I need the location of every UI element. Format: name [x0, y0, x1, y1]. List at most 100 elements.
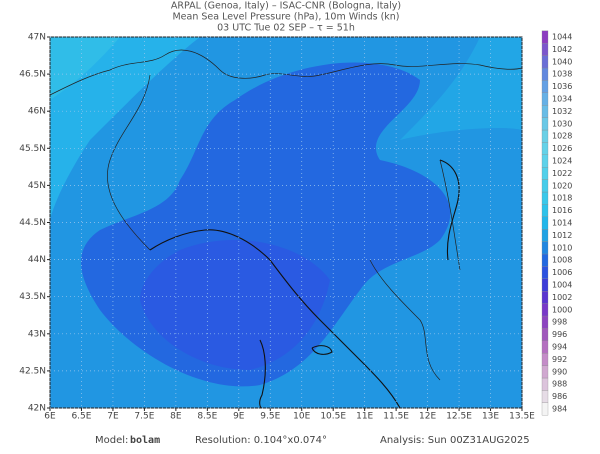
colorbar-label: 984	[552, 405, 567, 414]
colorbar-swatch	[541, 117, 549, 131]
colorbar-label: 988	[552, 380, 567, 389]
header-line: 03 UTC Tue 02 SEP – τ = 51h	[217, 23, 355, 34]
colorbar-swatch	[541, 80, 549, 93]
lon-tick-label: 11.5E	[383, 412, 409, 422]
colorbar-swatch	[541, 365, 549, 379]
colorbar-swatch	[541, 129, 549, 143]
lon-tick-label: 12E	[419, 412, 436, 422]
lat-tick-label: 42N	[28, 404, 46, 414]
footer-model: bolam	[130, 435, 160, 446]
colorbar-label: 1000	[552, 305, 572, 314]
lon-tick-label: 6.5E	[71, 412, 91, 422]
colorbar-label: 1036	[552, 82, 572, 91]
lat-tick-label: 44N	[28, 255, 46, 265]
header-line: ARPAL (Genoa, Italy) – ISAC-CNR (Bologna…	[171, 1, 401, 12]
colorbar-label: 1034	[552, 95, 572, 104]
lon-tick-label: 6E	[44, 412, 56, 422]
lat-tick-label: 45N	[28, 181, 46, 191]
colorbar-swatch	[541, 303, 549, 317]
pressure-field	[50, 37, 200, 220]
colorbar-label: 1022	[552, 169, 572, 178]
lon-tick-label: 7E	[107, 412, 119, 422]
colorbar-label: 1018	[552, 194, 572, 203]
lon-tick-label: 11E	[356, 412, 373, 422]
colorbar: 984 986 988 990 992 994 996 998 1000 1002 1004 1006…	[541, 30, 572, 416]
colorbar-swatch	[541, 266, 549, 279]
colorbar-swatch	[541, 105, 549, 118]
lat-tick-label: 46N	[28, 107, 46, 117]
lon-tick-label: 8E	[170, 412, 182, 422]
lon-tick-label: 7.5E	[134, 412, 154, 422]
colorbar-swatch	[541, 291, 549, 304]
colorbar-swatch	[541, 377, 549, 391]
colorbar-swatch	[541, 154, 549, 168]
colorbar-swatch	[541, 402, 549, 416]
colorbar-label: 1012	[552, 231, 572, 240]
colorbar-label: 1006	[552, 268, 572, 277]
colorbar-swatch	[541, 92, 549, 106]
lat-tick-label: 45.5N	[19, 144, 46, 154]
lon-tick-label: 13.5E	[509, 412, 535, 422]
colorbar-label: 1030	[552, 119, 572, 128]
colorbar-swatch	[541, 353, 549, 366]
colorbar-swatch	[541, 43, 549, 56]
colorbar-swatch	[541, 67, 549, 81]
colorbar-label: 1008	[552, 256, 572, 265]
lat-tick-label: 42.5N	[19, 366, 46, 376]
colorbar-swatch	[541, 315, 549, 329]
footer-resolution: Resolution: 0.104°x0.074°	[195, 435, 327, 446]
colorbar-swatch	[541, 216, 549, 230]
colorbar-label: 1020	[552, 181, 572, 190]
lon-tick-label: 9E	[233, 412, 245, 422]
lon-tick-label: 8.5E	[197, 412, 217, 422]
colorbar-swatch	[541, 229, 549, 242]
colorbar-label: 986	[552, 392, 567, 401]
colorbar-label: 992	[552, 355, 567, 364]
colorbar-label: 1042	[552, 45, 572, 54]
colorbar-label: 1032	[552, 107, 572, 116]
colorbar-swatch	[541, 179, 549, 193]
colorbar-swatch	[541, 167, 549, 180]
colorbar-label: 1016	[552, 206, 572, 215]
colorbar-label: 1028	[552, 132, 572, 141]
colorbar-swatch	[541, 340, 549, 354]
colorbar-swatch	[541, 278, 549, 292]
footer-label: Model:	[95, 435, 128, 446]
colorbar-swatch	[541, 142, 549, 155]
pressure-field	[50, 37, 120, 100]
lon-tick-label: 9.5E	[260, 412, 280, 422]
colorbar-swatch	[541, 253, 549, 267]
colorbar-swatch	[541, 30, 549, 44]
colorbar-label: 1014	[552, 219, 572, 228]
lon-tick-label: 13E	[482, 412, 499, 422]
colorbar-label: 1044	[552, 33, 572, 42]
lon-tick-label: 10E	[293, 412, 310, 422]
lat-tick-label: 43.5N	[19, 292, 46, 302]
colorbar-label: 1038	[552, 70, 572, 79]
colorbar-label: 1010	[552, 243, 572, 252]
colorbar-swatch	[541, 328, 549, 341]
lat-tick-label: 46.5N	[19, 70, 46, 80]
lat-tick-label: 43N	[28, 329, 46, 339]
colorbar-swatch	[541, 55, 549, 69]
colorbar-label: 1004	[552, 281, 572, 290]
colorbar-label: 990	[552, 367, 567, 376]
colorbar-label: 1026	[552, 144, 572, 153]
colorbar-label: 994	[552, 343, 567, 352]
colorbar-swatch	[541, 241, 549, 255]
lon-tick-label: 10.5E	[320, 412, 346, 422]
colorbar-swatch	[541, 191, 549, 205]
pressure-field	[140, 240, 330, 370]
colorbar-swatch	[541, 204, 549, 217]
header-line: Mean Sea Level Pressure (hPa), 10m Winds…	[172, 12, 399, 23]
map	[49, 37, 523, 409]
colorbar-label: 1002	[552, 293, 572, 302]
pressure-field	[400, 37, 522, 140]
colorbar-label: 998	[552, 318, 567, 327]
lon-tick-label: 12.5E	[446, 412, 472, 422]
colorbar-label: 1040	[552, 57, 572, 66]
colorbar-label: 1024	[552, 157, 572, 166]
lat-tick-label: 47N	[28, 33, 46, 43]
footer-analysis: Analysis: Sun 00Z31AUG2025	[380, 435, 530, 446]
